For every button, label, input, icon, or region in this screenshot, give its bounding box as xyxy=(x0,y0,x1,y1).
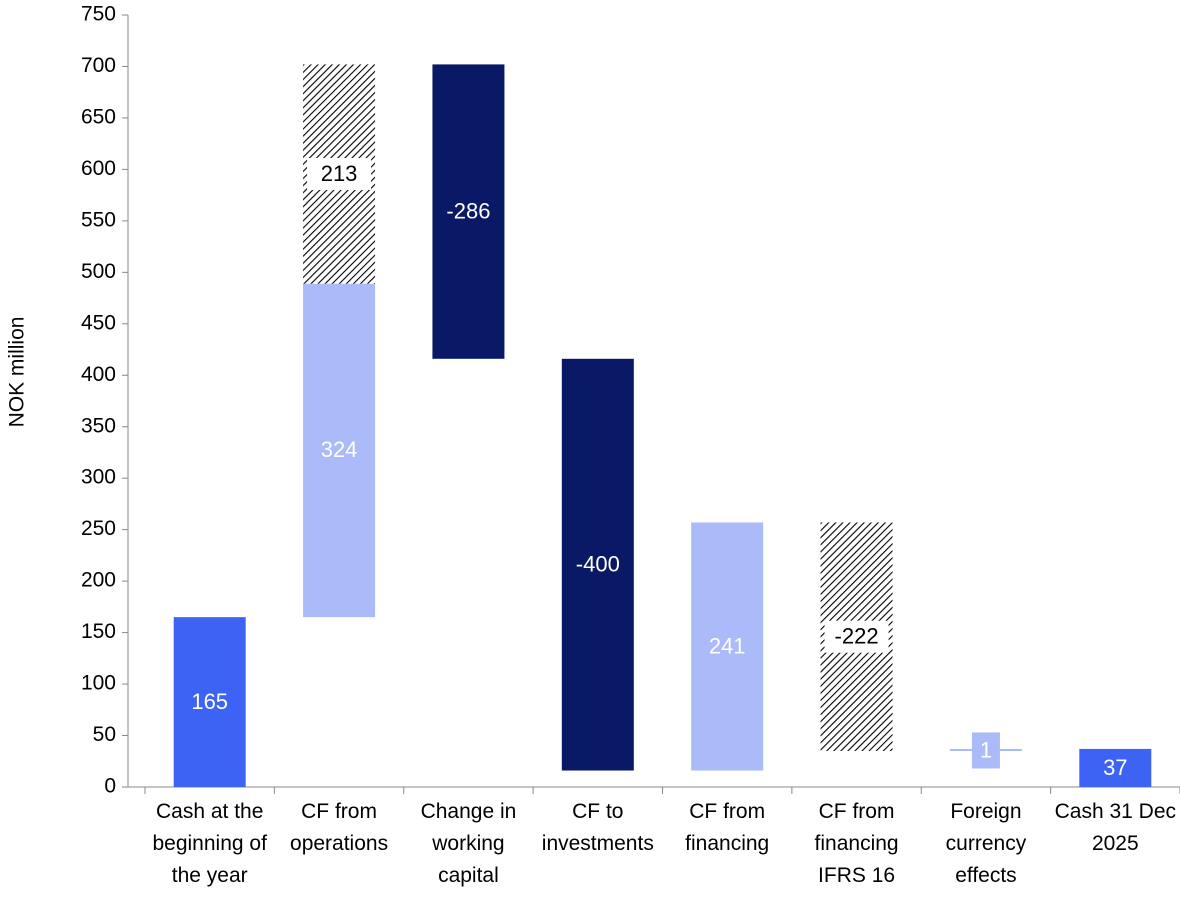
y-tick-label: 550 xyxy=(81,208,116,231)
x-tick-label: Cash 31 Dec 2025 xyxy=(1054,800,1177,855)
y-tick-label: 400 xyxy=(81,363,116,386)
y-tick-label: 300 xyxy=(81,466,116,489)
y-tick-label: 750 xyxy=(81,3,116,26)
data-label: -286 xyxy=(446,198,490,223)
data-label: 1 xyxy=(980,737,992,762)
y-tick-label: 200 xyxy=(81,569,116,592)
y-tick-label: 150 xyxy=(81,620,116,643)
x-tick-label: CF from financing xyxy=(685,800,770,855)
bar xyxy=(561,358,634,771)
y-tick-label: 650 xyxy=(81,105,116,128)
data-label: -400 xyxy=(576,551,620,576)
label-box xyxy=(307,158,372,191)
data-label: 37 xyxy=(1103,755,1127,780)
y-tick-label: 350 xyxy=(81,414,116,437)
bar xyxy=(1079,748,1152,787)
bar xyxy=(303,283,376,618)
y-tick-label: 450 xyxy=(81,311,116,334)
y-tick-label: 250 xyxy=(81,517,116,540)
x-tick-label: Change in working capital xyxy=(420,800,517,887)
x-tick-label: Cash at the beginning of the year xyxy=(152,800,267,887)
y-axis-label: NOK million xyxy=(6,317,29,428)
data-label: 324 xyxy=(321,437,358,462)
x-tick-label: CF to investments xyxy=(541,800,654,855)
x-tick-label: CF from financing IFRS 16 xyxy=(814,800,899,887)
y-tick-label: 500 xyxy=(81,260,116,283)
label-box xyxy=(824,620,889,653)
y-tick-label: 100 xyxy=(81,672,116,695)
y-tick-label: 50 xyxy=(93,723,116,746)
data-label: 165 xyxy=(191,689,228,714)
y-tick-label: 0 xyxy=(104,775,116,798)
x-tick-label: Foreign currency effects xyxy=(945,800,1027,887)
bar xyxy=(432,64,505,359)
y-tick-label: 600 xyxy=(81,157,116,180)
bar xyxy=(173,617,246,787)
y-tick-label: 700 xyxy=(81,54,116,77)
data-label: 213 xyxy=(321,161,358,186)
label-box xyxy=(971,732,1000,769)
x-tick-label: CF from operations xyxy=(290,800,389,855)
bar xyxy=(691,522,764,771)
data-label: -222 xyxy=(835,624,879,649)
data-label: 241 xyxy=(709,633,746,658)
